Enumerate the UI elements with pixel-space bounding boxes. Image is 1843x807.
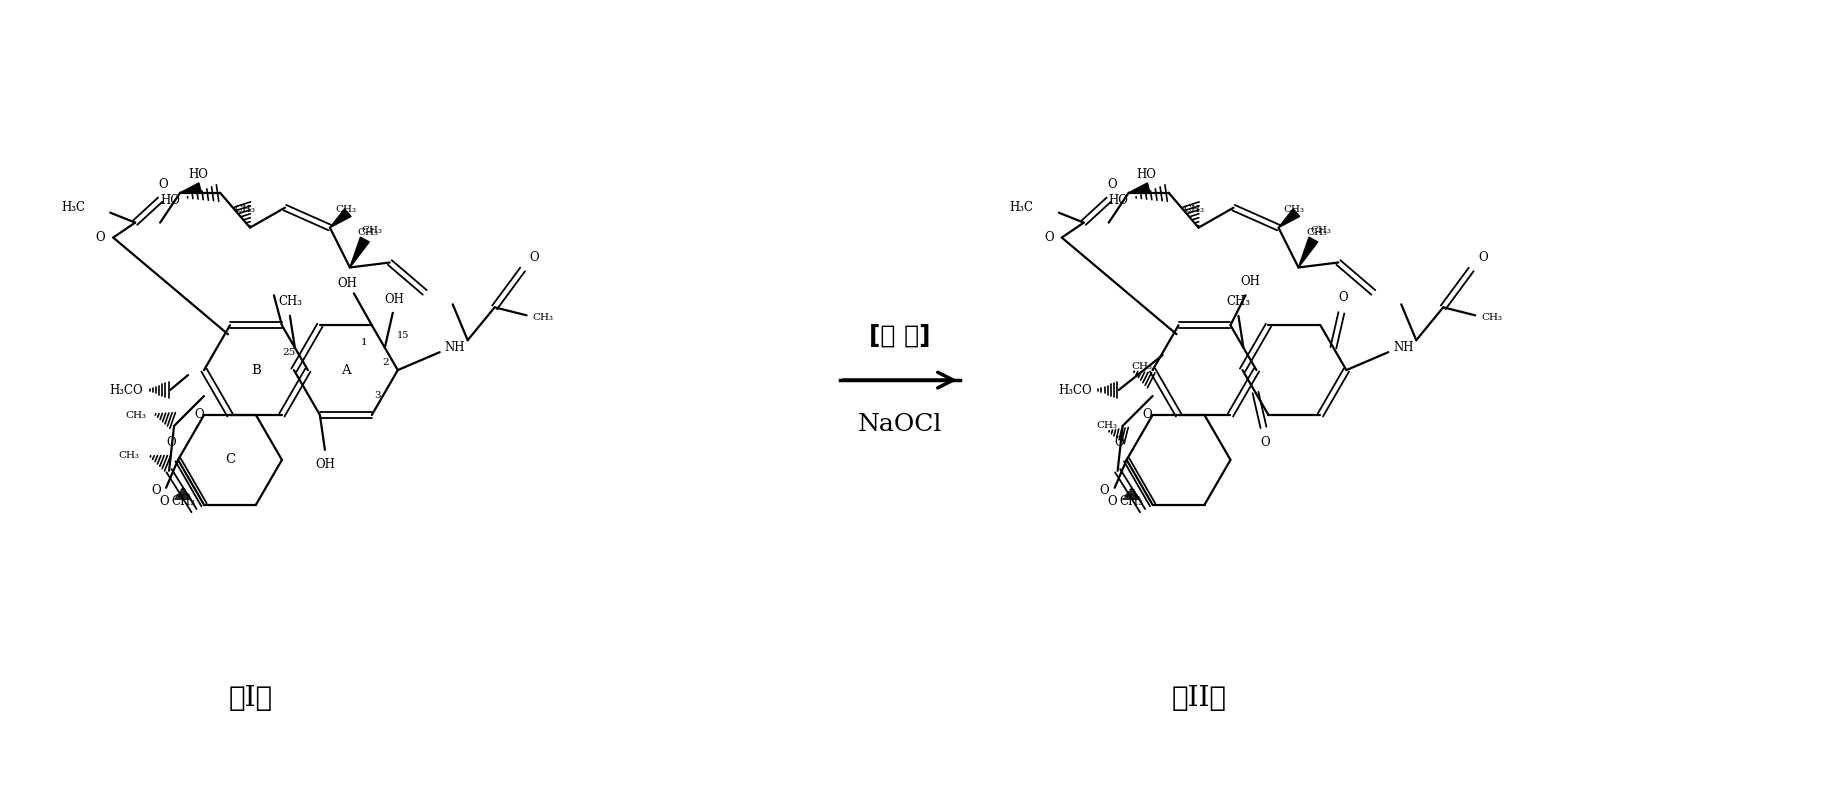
Text: O: O (151, 484, 160, 497)
Text: O: O (96, 231, 105, 244)
Text: O: O (1261, 436, 1270, 449)
Text: CH₃: CH₃ (1132, 362, 1152, 370)
Text: CH₃: CH₃ (234, 205, 256, 214)
Text: OH: OH (385, 293, 405, 307)
Text: O: O (1143, 408, 1152, 421)
Text: H₃C: H₃C (61, 201, 85, 214)
Text: OH: OH (337, 277, 358, 290)
Text: CH₃: CH₃ (1482, 313, 1502, 322)
Text: O: O (158, 495, 170, 508)
Text: O: O (1478, 251, 1487, 264)
Text: CH₃: CH₃ (1097, 421, 1117, 430)
Text: CH₃: CH₃ (361, 226, 382, 235)
Text: C: C (225, 454, 236, 466)
Text: CH₃: CH₃ (278, 295, 302, 308)
Text: B: B (251, 364, 262, 377)
Text: [氧 化]: [氧 化] (870, 324, 931, 347)
Text: O: O (166, 436, 175, 449)
Text: CH₃: CH₃ (171, 495, 195, 508)
Text: CH₃: CH₃ (335, 205, 356, 214)
Polygon shape (1299, 237, 1318, 267)
Text: O: O (1043, 231, 1054, 244)
Text: NH: NH (1393, 341, 1414, 353)
Polygon shape (350, 237, 369, 267)
Text: A: A (341, 364, 350, 377)
Text: O: O (158, 178, 168, 191)
Text: HO: HO (160, 194, 181, 207)
Text: O: O (1100, 484, 1109, 497)
Text: O: O (1115, 436, 1124, 449)
Text: NaOCl: NaOCl (857, 413, 942, 437)
Text: O: O (529, 251, 540, 264)
Text: 3: 3 (374, 391, 382, 399)
Polygon shape (181, 183, 201, 193)
Polygon shape (1279, 209, 1299, 228)
Text: NH: NH (444, 341, 464, 353)
Polygon shape (330, 209, 350, 228)
Text: 25: 25 (282, 348, 295, 357)
Text: 2: 2 (383, 358, 389, 366)
Text: CH₃: CH₃ (125, 412, 146, 420)
Text: H₃CO: H₃CO (109, 383, 144, 396)
Text: O: O (194, 408, 205, 421)
Text: CH₃: CH₃ (1310, 226, 1331, 235)
Text: HO: HO (1109, 194, 1128, 207)
Text: CH₃: CH₃ (1283, 205, 1305, 214)
Text: H₃CO: H₃CO (1058, 383, 1091, 396)
Text: CH₃: CH₃ (1307, 228, 1327, 237)
Text: CH₃: CH₃ (118, 451, 138, 460)
Text: OH: OH (1240, 275, 1261, 288)
Text: O: O (1338, 291, 1349, 304)
Text: 15: 15 (396, 331, 409, 340)
Text: CH₃: CH₃ (1119, 495, 1145, 508)
Text: （I）: （I） (229, 685, 273, 713)
Text: H₃C: H₃C (1010, 201, 1034, 214)
Text: HO: HO (1137, 169, 1157, 182)
Text: CH₃: CH₃ (1183, 205, 1203, 214)
Text: CH₃: CH₃ (358, 228, 380, 237)
Text: O: O (1108, 178, 1117, 191)
Text: OH: OH (315, 458, 335, 471)
Polygon shape (1128, 183, 1150, 193)
Text: HO: HO (188, 169, 208, 182)
Text: 1: 1 (361, 337, 367, 347)
Text: CH₃: CH₃ (1226, 295, 1250, 308)
Text: （II）: （II） (1172, 685, 1227, 713)
Text: CH₃: CH₃ (533, 313, 553, 322)
Text: O: O (1108, 495, 1117, 508)
